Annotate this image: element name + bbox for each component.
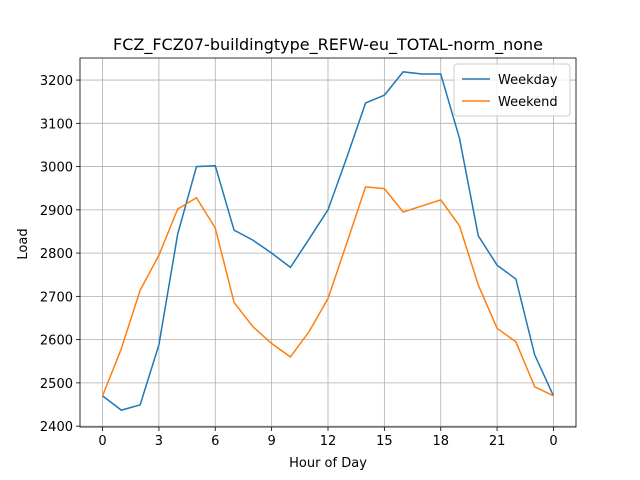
y-tick-label: 2400 [40, 420, 73, 435]
y-tick-label: 2700 [40, 290, 73, 305]
x-tick-label: 21 [489, 434, 506, 449]
x-tick-label: 12 [320, 434, 337, 449]
x-axis-label: Hour of Day [289, 456, 367, 471]
legend-label: Weekday [498, 73, 558, 88]
x-tick-label: 18 [432, 434, 449, 449]
x-tick-label: 3 [155, 434, 163, 449]
legend-box [453, 63, 571, 117]
series-line [102, 71, 555, 411]
x-tick-label: 6 [211, 434, 219, 449]
x-tick-label: 15 [376, 434, 393, 449]
y-tick-label: 2800 [40, 247, 73, 262]
x-tick-label: 0 [98, 434, 106, 449]
chart-title: FCZ_FCZ07-buildingtype_REFW-eu_TOTAL-nor… [113, 35, 543, 55]
y-tick-label: 2600 [40, 334, 73, 349]
y-tick-label: 3000 [40, 161, 73, 176]
x-tick-label: 0 [549, 434, 557, 449]
y-tick-label: 3100 [40, 117, 73, 132]
y-axis-label: Load [16, 228, 31, 259]
y-tick-label: 2900 [40, 204, 73, 219]
y-tick-label: 3200 [40, 74, 73, 89]
plot-frame [79, 57, 577, 428]
series-line [101, 186, 554, 397]
x-tick-label: 9 [267, 434, 275, 449]
legend: Weekday Weekend [453, 63, 571, 117]
legend-label: Weekend [498, 95, 558, 110]
y-tick-label: 2500 [40, 377, 73, 392]
